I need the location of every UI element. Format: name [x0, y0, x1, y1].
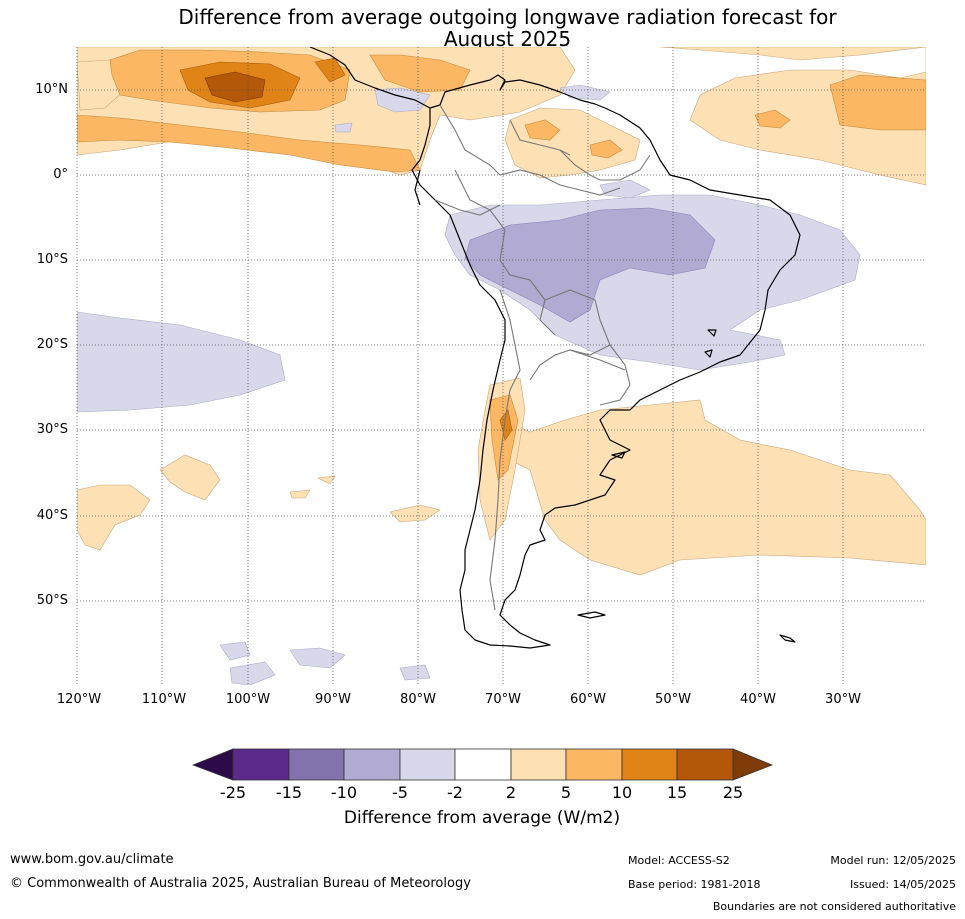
colorbar-tick: 2 [505, 783, 517, 802]
lat-label-10n: 10°N [35, 82, 68, 97]
map-title-line2: August 2025 [443, 27, 572, 51]
lat-label-30s: 30°S [36, 422, 68, 437]
lat-label-40s: 40°S [36, 508, 68, 523]
lat-label-0: 0° [53, 167, 68, 182]
map-title-line1: Difference from average outgoing longwav… [178, 5, 837, 29]
lon-label-100w: 100°W [225, 692, 271, 707]
anomaly-field [77, 47, 926, 685]
colorbar-tick: -2 [447, 783, 463, 802]
footer-base-period: Base period: 1981-2018 [628, 878, 761, 891]
colorbar-tick: -15 [275, 783, 303, 802]
country-borders [434, 104, 651, 611]
lon-label-40w: 40°W [740, 692, 776, 707]
coastline [309, 47, 801, 649]
anomaly-15-to-25 [204, 71, 266, 103]
lat-label-20s: 20°S [36, 337, 68, 352]
lon-label-50w: 50°W [655, 692, 691, 707]
colorbar-tick: 25 [722, 783, 744, 802]
anomaly-neg10-to-neg5 [464, 207, 716, 323]
footer-issued: Issued: 14/05/2025 [849, 878, 956, 891]
map-title: Difference from average outgoing longwav… [0, 6, 965, 50]
lat-label-50s: 50°S [36, 593, 68, 608]
colorbar-tick: 5 [560, 783, 572, 802]
lat-label-10s: 10°S [36, 252, 68, 267]
lon-label-30w: 30°W [825, 692, 861, 707]
colorbar-tick: 10 [611, 783, 633, 802]
footer-copyright: © Commonwealth of Australia 2025, Austra… [10, 876, 471, 891]
footer-website: www.bom.gov.au/climate [10, 852, 174, 867]
colorbar-tick: -25 [219, 783, 247, 802]
colorbar-tick: 15 [666, 783, 688, 802]
anomaly-5-to-10 [77, 49, 926, 481]
colorbar-tick: -5 [392, 783, 408, 802]
graticule [76, 47, 926, 685]
lon-label-80w: 80°W [400, 692, 436, 707]
footer-model: Model: ACCESS-S2 [628, 854, 730, 867]
colorbar-title: Difference from average (W/m2) [343, 808, 621, 828]
lon-label-60w: 60°W [570, 692, 606, 707]
lon-label-70w: 70°W [485, 692, 521, 707]
colorbar-tick: -10 [330, 783, 358, 802]
lon-label-90w: 90°W [315, 692, 351, 707]
lon-label-120w: 120°W [56, 692, 102, 707]
lon-label-110w: 110°W [141, 692, 187, 707]
footer-model-run: Model run: 12/05/2025 [830, 854, 956, 867]
footer-disclaimer: Boundaries are not considered authoritat… [712, 900, 956, 913]
anomaly-2-to-5 [77, 47, 926, 576]
